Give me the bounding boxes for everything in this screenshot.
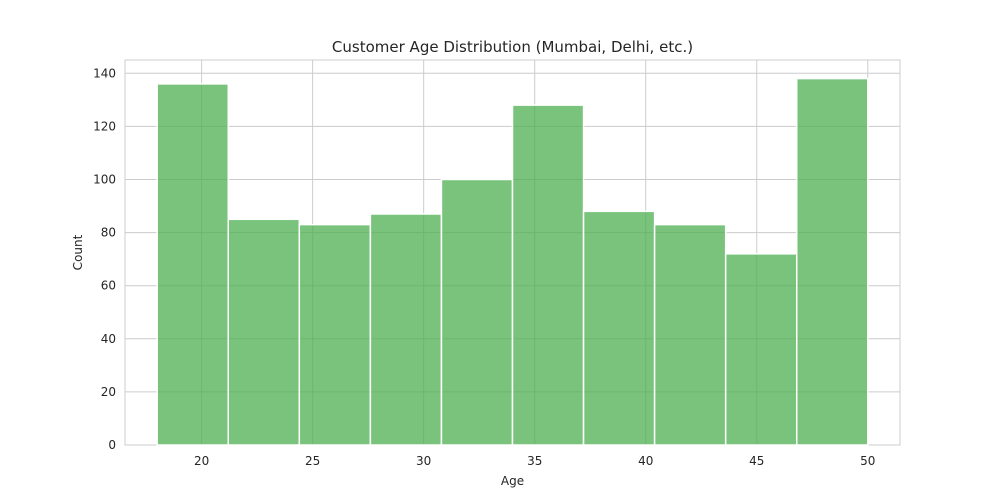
histogram-bar: [724, 253, 798, 446]
y-tick-label: 100: [93, 172, 116, 186]
histogram-bar: [369, 213, 443, 446]
y-tick-label: 20: [101, 385, 116, 399]
x-tick-label: 25: [305, 454, 320, 468]
chart-title: Customer Age Distribution (Mumbai, Delhi…: [332, 38, 693, 56]
histogram-bar: [511, 104, 585, 446]
histogram-bar: [156, 83, 230, 446]
histogram-bar: [653, 223, 727, 446]
histogram-bar: [227, 218, 301, 446]
y-tick-label: 60: [101, 279, 116, 293]
y-tick-label: 0: [108, 438, 116, 452]
x-tick-label: 40: [638, 454, 653, 468]
x-axis-label: Age: [501, 474, 524, 488]
y-tick-label: 80: [101, 226, 116, 240]
x-tick-label: 45: [749, 454, 764, 468]
y-tick-label: 40: [101, 332, 116, 346]
x-axis-ticks: 20 25 30 35 40 45 50: [194, 454, 875, 468]
x-tick-label: 35: [527, 454, 542, 468]
x-tick-label: 30: [416, 454, 431, 468]
histogram-bar: [298, 223, 372, 446]
histogram-bar: [440, 178, 514, 446]
histogram-bar: [582, 210, 656, 446]
y-tick-label: 120: [93, 119, 116, 133]
y-axis-label: Count: [71, 234, 85, 270]
y-axis-ticks: 0 20 40 60 80 100 120 140: [93, 66, 116, 452]
histogram-bar: [795, 77, 869, 446]
x-tick-label: 20: [194, 454, 209, 468]
y-tick-label: 140: [93, 66, 116, 80]
bars: [156, 77, 869, 446]
x-tick-label: 50: [860, 454, 875, 468]
